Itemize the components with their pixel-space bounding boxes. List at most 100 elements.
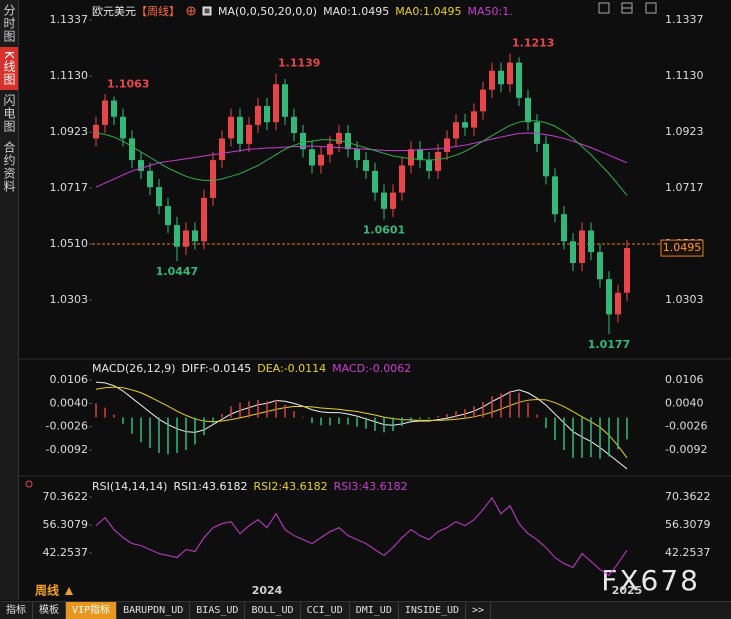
tab[interactable]: CCI_UD: [301, 602, 350, 619]
tab[interactable]: 模板: [33, 602, 66, 619]
arrow-icon: [65, 587, 73, 595]
y-tick-label-right: -0.0092: [665, 443, 707, 456]
candle-body: [120, 116, 126, 139]
x-tick-label: 2024: [252, 584, 283, 597]
y-tick-label: 1.0303: [50, 293, 89, 306]
candle-body: [237, 116, 243, 144]
candle-body: [408, 149, 414, 166]
y-tick-label: 1.0510: [50, 237, 89, 250]
y-tick-label-right: 1.0717: [665, 181, 704, 194]
candle-body: [210, 160, 216, 198]
symbol-group: 欧元美元 【周线】: [92, 3, 180, 19]
tab[interactable]: BARUPDN_UD: [117, 602, 191, 619]
side-tab[interactable]: 分时图: [2, 4, 16, 43]
candle-body: [345, 133, 351, 150]
candle-body: [462, 122, 468, 128]
tab-bar: 指标 模板 VIP指标 BARUPDN_UD BIAS_UD BOLL_UD C…: [0, 601, 731, 619]
candle-body: [192, 230, 198, 242]
ma-icon[interactable]: [202, 6, 212, 16]
candle-body: [201, 197, 207, 242]
candle-body: [543, 143, 549, 177]
legend-item: MACD:-0.0062: [332, 362, 412, 375]
low-annotation: 1.0601: [363, 223, 405, 236]
sidebar: 分时图 K线图 闪电图 合约资料: [0, 0, 19, 600]
candle-body: [102, 100, 108, 125]
candle-body: [507, 62, 513, 85]
legend-item: MA0:1.0495: [323, 4, 390, 18]
window-icons: [598, 2, 657, 14]
add-icon[interactable]: [186, 6, 196, 16]
symbol: 欧元美元: [92, 5, 136, 18]
legend-item: MA0:1.0495: [395, 4, 462, 18]
y-tick-label-right: 0.0106: [665, 373, 704, 386]
tab[interactable]: BIAS_UD: [190, 602, 246, 619]
candle-body: [444, 138, 450, 152]
tab[interactable]: VIP指标: [66, 602, 118, 619]
candle-body: [417, 149, 423, 161]
candle-body: [426, 160, 432, 171]
candle-body: [309, 149, 315, 166]
candle-body: [228, 116, 234, 139]
y-tick-label: 42.2537: [43, 546, 89, 559]
candle-body: [138, 160, 144, 171]
low-annotation: 1.0177: [588, 338, 630, 351]
candle-body: [390, 192, 396, 209]
candle-body: [372, 170, 378, 193]
candle-body: [291, 116, 297, 134]
y-tick-label-right: 42.2537: [665, 546, 711, 559]
y-tick-label-right: -0.0026: [665, 420, 707, 433]
y-tick-label: 1.0923: [50, 125, 89, 138]
legend-item: RSI1:43.6182: [173, 480, 248, 493]
candle-body: [597, 252, 603, 280]
candle-body: [129, 138, 135, 161]
tab[interactable]: 指标: [0, 602, 33, 619]
candle-body: [489, 70, 495, 90]
tab[interactable]: >>: [466, 602, 492, 619]
candle-body: [552, 176, 558, 215]
ma-params: MA(0,0,50,20,0,0): [218, 4, 318, 18]
tab[interactable]: DMI_UD: [350, 602, 399, 619]
candle-body: [561, 214, 567, 242]
main-header: 欧元美元 【周线】 MA(0,0,50,20,0,0) MA0:1.0495 MA…: [92, 3, 513, 19]
candle-body: [435, 151, 441, 171]
tab[interactable]: INSIDE_UD: [399, 602, 467, 619]
price-box: [660, 239, 704, 257]
y-tick-label: 0.0040: [50, 396, 89, 409]
y-tick-label: 1.1337: [50, 13, 89, 26]
candle-body: [93, 124, 99, 139]
indicator-title: RSI(14,14,14): [92, 480, 168, 493]
candle-body: [165, 206, 171, 226]
y-tick-label-right: 70.3622: [665, 490, 711, 503]
rsi-header: RSI(14,14,14) RSI1:43.6182 RSI2:43.6182 …: [92, 480, 408, 493]
current-price: 1.0495: [663, 241, 702, 254]
candle-body: [516, 62, 522, 98]
candle-body: [588, 230, 594, 253]
period: 【周线】: [136, 5, 180, 18]
candle-body: [327, 143, 333, 155]
tab[interactable]: BOLL_UD: [245, 602, 301, 619]
candle-body: [615, 292, 621, 315]
marker-icon: [25, 480, 33, 488]
side-tab[interactable]: K线图: [0, 47, 18, 90]
y-tick-label-right: 1.0923: [665, 125, 704, 138]
y-tick-label: -0.0092: [46, 443, 88, 456]
y-tick-label: 56.3079: [43, 518, 89, 531]
candle-body: [624, 248, 630, 293]
candle-body: [147, 170, 153, 188]
y-tick-label: 1.0717: [50, 181, 89, 194]
candle-body: [111, 100, 117, 117]
macd-header: MACD(26,12,9) DIFF:-0.0145 DEA:-0.0114 M…: [92, 362, 411, 375]
legend-item: RSI2:43.6182: [253, 480, 328, 493]
legend-item: DEA:-0.0114: [257, 362, 327, 375]
candle-body: [579, 230, 585, 263]
side-tab[interactable]: 合约资料: [2, 140, 16, 193]
high-annotation: 1.1213: [512, 37, 554, 50]
candle-body: [498, 70, 504, 85]
chart-bg: [19, 0, 731, 600]
side-tab[interactable]: 闪电图: [2, 93, 16, 133]
high-annotation: 1.1063: [107, 77, 149, 90]
y-tick-label: 70.3622: [43, 490, 89, 503]
candle-body: [273, 84, 279, 123]
y-tick-label: 0.0106: [50, 373, 89, 386]
